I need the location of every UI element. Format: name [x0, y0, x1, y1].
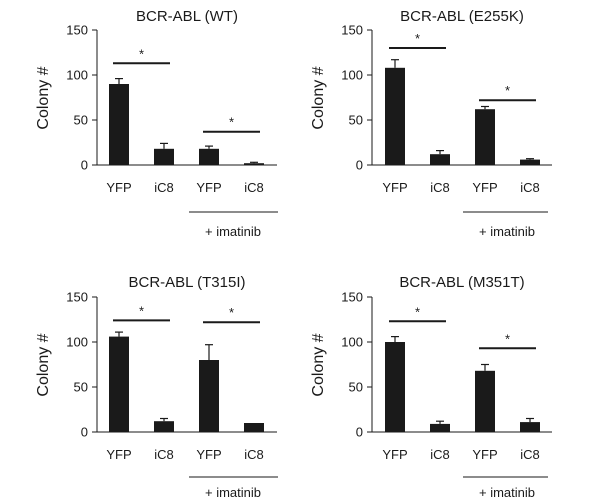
treatment-label: + imatinib — [479, 485, 535, 500]
treatment-label: + imatinib — [205, 224, 261, 239]
chart-panel: BCR-ABL (E255K) Colony # 0 50 100 150 YFP iC8 YF… — [310, 8, 552, 239]
significance-star: * — [415, 304, 420, 319]
bar — [430, 154, 450, 165]
y-axis-label: Colony # — [35, 66, 52, 129]
chart-title: BCR-ABL (E255K) — [400, 8, 524, 25]
y-axis-label: Colony # — [35, 333, 52, 396]
y-tick-label: 0 — [356, 425, 363, 440]
category-label: YFP — [382, 180, 407, 195]
y-tick-label: 50 — [74, 380, 88, 395]
category-label: iC8 — [430, 447, 450, 462]
bar — [244, 163, 264, 165]
category-label: iC8 — [520, 180, 540, 195]
chart-title: BCR-ABL (WT) — [136, 8, 238, 25]
category-label: YFP — [196, 447, 221, 462]
y-tick-label: 0 — [81, 425, 88, 440]
category-label: YFP — [196, 180, 221, 195]
chart-title: BCR-ABL (T315I) — [129, 274, 246, 291]
y-tick-label: 100 — [341, 68, 363, 83]
significance-star: * — [229, 305, 234, 320]
significance-star: * — [505, 331, 510, 346]
bar — [109, 84, 129, 165]
y-tick-label: 100 — [341, 335, 363, 350]
bar — [154, 421, 174, 432]
chart-panel: BCR-ABL (WT) Colony # 0 50 100 150 YFP iC8 YFP iC… — [35, 8, 278, 239]
significance-star: * — [139, 303, 144, 318]
y-tick-label: 0 — [81, 158, 88, 173]
y-tick-label: 150 — [341, 23, 363, 38]
significance-star: * — [505, 83, 510, 98]
bar — [199, 360, 219, 432]
treatment-label: + imatinib — [205, 485, 261, 500]
bar — [199, 148, 219, 165]
category-label: iC8 — [154, 180, 174, 195]
bar — [520, 422, 540, 432]
y-tick-label: 50 — [349, 380, 363, 395]
category-label: YFP — [472, 180, 497, 195]
category-label: YFP — [106, 447, 131, 462]
bar — [244, 423, 264, 432]
bar — [385, 342, 405, 432]
chart-title: BCR-ABL (M351T) — [399, 274, 524, 291]
y-axis-label: Colony # — [310, 333, 327, 396]
significance-star: * — [139, 46, 144, 61]
bar — [385, 67, 405, 165]
significance-star: * — [415, 31, 420, 46]
bar — [475, 109, 495, 165]
category-label: iC8 — [430, 180, 450, 195]
bar — [109, 336, 129, 432]
y-tick-label: 100 — [66, 335, 88, 350]
bar — [475, 370, 495, 432]
y-tick-label: 100 — [66, 68, 88, 83]
category-label: iC8 — [520, 447, 540, 462]
category-label: YFP — [382, 447, 407, 462]
y-axis-label: Colony # — [310, 66, 327, 129]
chart-panel: BCR-ABL (M351T) Colony # 0 50 100 150 YFP iC8 YF… — [310, 274, 552, 500]
category-label: iC8 — [244, 447, 264, 462]
treatment-label: + imatinib — [479, 224, 535, 239]
bar — [430, 423, 450, 432]
y-tick-label: 0 — [356, 158, 363, 173]
chart-panel: BCR-ABL (T315I) Colony # 0 50 100 150 YFP iC8 YF… — [35, 274, 278, 500]
bar — [520, 159, 540, 165]
y-tick-label: 150 — [66, 23, 88, 38]
bar — [154, 148, 174, 165]
y-tick-label: 150 — [66, 290, 88, 305]
y-tick-label: 150 — [341, 290, 363, 305]
category-label: iC8 — [244, 180, 264, 195]
y-tick-label: 50 — [349, 113, 363, 128]
category-label: YFP — [472, 447, 497, 462]
significance-star: * — [229, 115, 234, 130]
category-label: YFP — [106, 180, 131, 195]
category-label: iC8 — [154, 447, 174, 462]
y-tick-label: 50 — [74, 113, 88, 128]
